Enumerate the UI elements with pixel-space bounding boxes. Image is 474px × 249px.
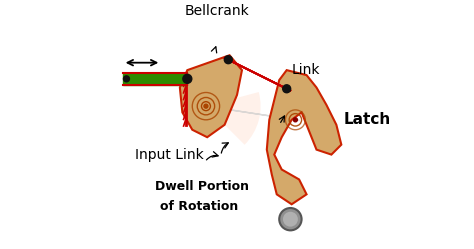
Circle shape: [283, 85, 291, 93]
Text: Input Link: Input Link: [135, 148, 204, 162]
Text: Link: Link: [292, 63, 320, 77]
Polygon shape: [202, 106, 299, 121]
Circle shape: [279, 208, 301, 230]
Wedge shape: [206, 92, 261, 145]
Circle shape: [283, 212, 298, 227]
Circle shape: [293, 118, 297, 122]
Polygon shape: [267, 70, 341, 204]
Polygon shape: [224, 58, 291, 91]
Circle shape: [123, 76, 129, 82]
Circle shape: [204, 104, 208, 108]
Text: of Rotation: of Rotation: [160, 200, 238, 213]
Circle shape: [183, 74, 192, 83]
Circle shape: [224, 56, 232, 64]
Text: Latch: Latch: [344, 112, 391, 127]
Text: Bellcrank: Bellcrank: [185, 4, 249, 18]
Text: Dwell Portion: Dwell Portion: [155, 180, 249, 193]
Polygon shape: [180, 55, 242, 137]
